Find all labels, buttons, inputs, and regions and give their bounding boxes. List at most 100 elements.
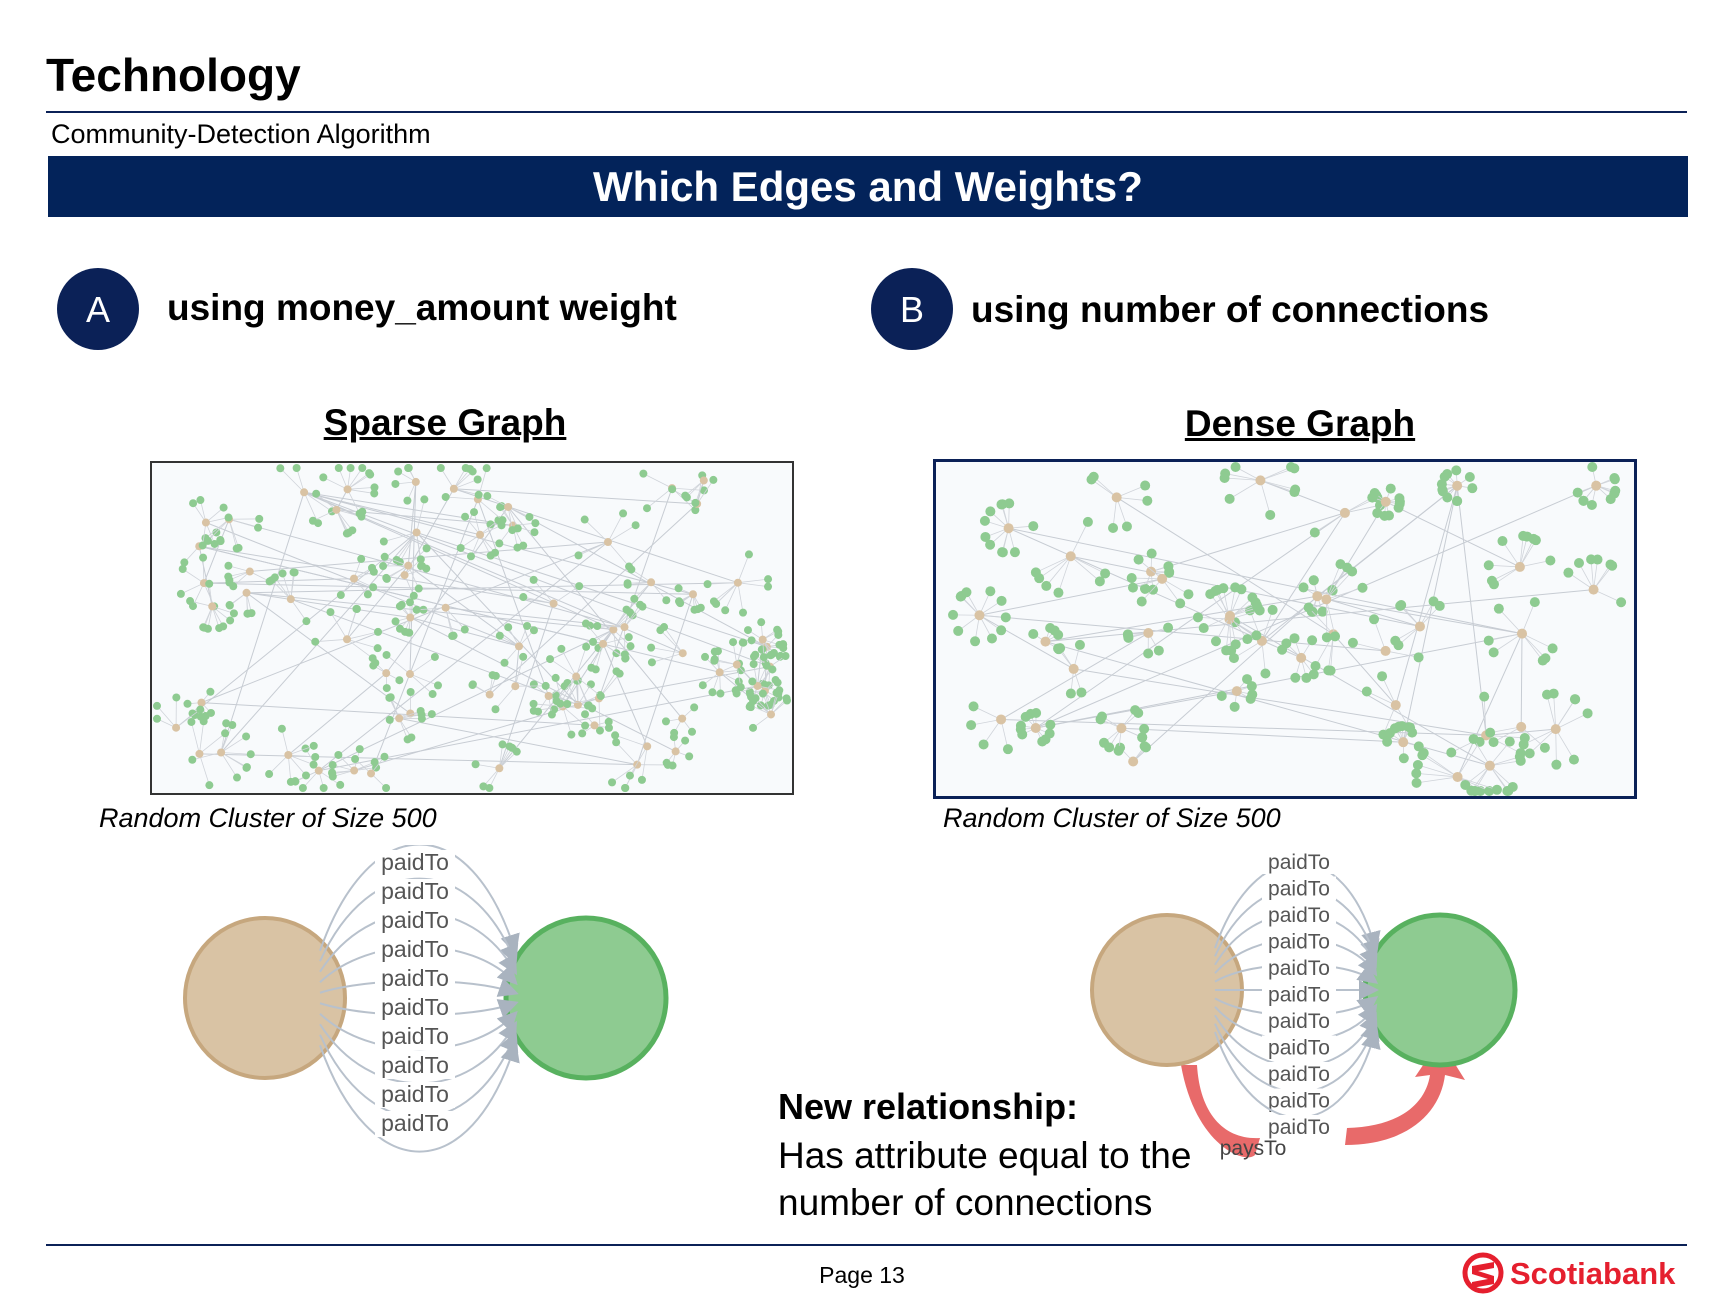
network-node-green xyxy=(473,475,482,484)
network-node-green xyxy=(1586,499,1597,510)
network-edge xyxy=(347,486,375,490)
network-node-green xyxy=(495,631,504,640)
edge-label-bg xyxy=(375,1111,455,1137)
network-edge xyxy=(1417,764,1458,778)
network-node-green xyxy=(466,464,475,473)
network-node-tan xyxy=(514,642,523,651)
network-node-green xyxy=(1100,568,1111,579)
network-node-green xyxy=(1570,694,1581,705)
network-edge xyxy=(562,706,586,726)
network-node-green xyxy=(996,625,1007,636)
network-node-green xyxy=(604,717,613,726)
network-node-green xyxy=(1002,744,1013,755)
network-node-green xyxy=(662,758,671,767)
network-edge xyxy=(1161,578,1189,595)
network-node-green xyxy=(979,515,990,526)
target-node xyxy=(503,915,669,1081)
network-edge xyxy=(1150,512,1346,573)
network-node-green xyxy=(531,519,540,528)
network-node-green xyxy=(1497,536,1508,547)
network-node-tan xyxy=(590,721,599,730)
network-edge xyxy=(1344,504,1381,514)
network-node-green xyxy=(176,589,185,598)
network-node-green xyxy=(1515,755,1526,766)
network-edge xyxy=(1483,696,1487,736)
network-node-green xyxy=(772,688,781,697)
network-node-green xyxy=(374,627,383,636)
network-edge xyxy=(1045,595,1318,643)
network-node-tan xyxy=(485,690,494,699)
network-node-tan xyxy=(572,672,581,681)
network-node-tan xyxy=(395,714,404,723)
network-edge xyxy=(1555,699,1576,730)
edge-label-bg xyxy=(1262,982,1336,1007)
network-node-tan xyxy=(1296,652,1307,663)
network-node-green xyxy=(1460,779,1471,790)
network-node-tan xyxy=(573,700,582,709)
network-node-green xyxy=(970,636,981,647)
network-edge xyxy=(201,541,609,704)
network-node-tan xyxy=(208,602,217,611)
paid-to-label: paidTo xyxy=(1268,1010,1330,1033)
network-node-green xyxy=(1488,579,1499,590)
network-edge xyxy=(584,519,609,543)
network-node-green xyxy=(703,580,712,589)
network-node-green xyxy=(1104,742,1115,753)
network-node-green xyxy=(355,509,364,518)
network-node-tan xyxy=(1312,591,1323,602)
network-edge xyxy=(290,598,307,622)
network-edge xyxy=(199,721,205,754)
network-node-green xyxy=(206,708,215,717)
network-node-green xyxy=(1139,723,1150,734)
network-node-green xyxy=(639,469,648,478)
network-node-tan xyxy=(1065,551,1076,562)
network-node-tan xyxy=(643,742,652,751)
network-node-tan xyxy=(242,588,251,597)
network-node-green xyxy=(312,489,321,498)
network-edge xyxy=(303,491,333,512)
network-node-green xyxy=(498,516,507,525)
network-node-green xyxy=(1053,587,1064,598)
network-edge xyxy=(1519,538,1534,568)
network-node-green xyxy=(1289,633,1300,644)
network-edge xyxy=(175,532,417,729)
network-node-green xyxy=(581,721,590,730)
network-node-green xyxy=(1479,691,1490,702)
network-node-green xyxy=(1464,472,1475,483)
network-node-green xyxy=(491,705,500,714)
network-node-tan xyxy=(678,649,687,658)
network-node-green xyxy=(743,626,752,635)
network-edge xyxy=(1121,727,1404,743)
network-edge xyxy=(1073,668,1487,736)
network-edge xyxy=(629,746,648,776)
network-node-green xyxy=(525,512,534,521)
network-edge xyxy=(561,648,577,677)
network-edge xyxy=(315,493,337,511)
paid-to-edge xyxy=(319,877,519,965)
network-node-green xyxy=(205,781,214,790)
network-node-green xyxy=(355,745,364,754)
network-edge xyxy=(1000,632,1149,720)
network-node-green xyxy=(1044,728,1055,739)
network-node-green xyxy=(242,763,251,772)
network-edge xyxy=(499,751,518,769)
network-node-green xyxy=(612,738,621,747)
network-edge xyxy=(1491,566,1521,582)
network-node-green xyxy=(1136,596,1147,607)
network-node-green xyxy=(1395,600,1406,611)
network-edge xyxy=(453,471,473,490)
network-node-green xyxy=(662,596,671,605)
network-node-green xyxy=(301,771,310,780)
network-node-green xyxy=(1133,554,1144,565)
network-node-green xyxy=(997,547,1008,558)
network-edge xyxy=(567,697,600,705)
network-node-green xyxy=(461,512,470,521)
network-node-green xyxy=(441,492,450,501)
network-node-green xyxy=(201,534,210,543)
paid-to-label: paidTo xyxy=(381,994,449,1020)
network-node-green xyxy=(348,526,357,535)
network-edge xyxy=(416,607,446,611)
network-edge xyxy=(1593,564,1611,590)
network-node-green xyxy=(298,784,307,792)
network-node-green xyxy=(1483,560,1494,571)
